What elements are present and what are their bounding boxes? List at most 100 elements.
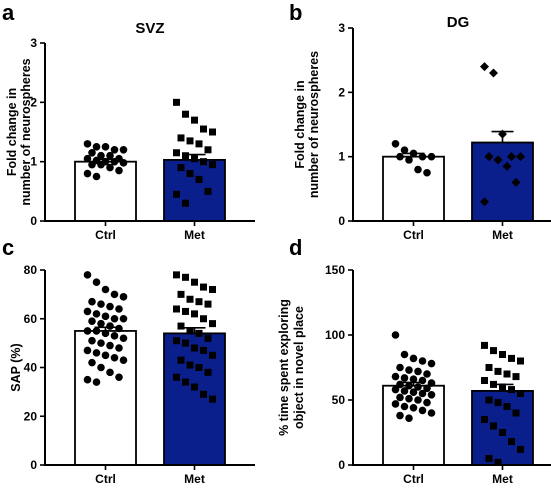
data-point-ctrl: [97, 300, 105, 308]
data-point-met: [204, 146, 212, 154]
data-point-ctrl: [400, 350, 409, 359]
data-point-ctrl: [106, 163, 114, 172]
data-point-met: [517, 357, 524, 365]
data-point-met: [516, 152, 525, 162]
data-point-met: [177, 164, 185, 172]
data-point-met: [204, 368, 212, 376]
data-point-met: [485, 364, 493, 371]
data-point-met: [480, 62, 489, 72]
data-point-ctrl: [110, 332, 119, 340]
data-point-met: [191, 155, 198, 163]
data-point-met: [507, 152, 516, 162]
data-point-ctrl: [396, 393, 404, 402]
data-point-ctrl: [119, 314, 128, 323]
data-point-ctrl: [423, 384, 431, 393]
data-point-ctrl: [88, 336, 96, 345]
data-point-met: [200, 283, 207, 291]
data-point-met: [182, 273, 189, 281]
data-point-ctrl: [97, 160, 105, 169]
data-point-ctrl: [97, 319, 105, 328]
data-point-met: [490, 422, 497, 430]
data-point-ctrl: [400, 374, 409, 382]
data-point-ctrl: [110, 146, 119, 154]
data-point-ctrl: [409, 149, 418, 158]
data-point-met: [177, 322, 185, 330]
data-point-ctrl: [119, 334, 128, 343]
data-point-ctrl: [101, 285, 110, 294]
data-point-met: [182, 307, 189, 315]
data-point-ctrl: [427, 391, 436, 399]
data-point-ctrl: [88, 148, 96, 157]
data-point-ctrl: [119, 146, 128, 154]
data-point-met: [182, 199, 189, 207]
y-tick-label: 100: [325, 328, 345, 342]
data-point-met: [209, 128, 216, 136]
data-point-met: [173, 98, 180, 106]
bar-met: [471, 141, 534, 222]
y-tick-label: 40: [24, 361, 38, 375]
data-point-ctrl: [97, 339, 105, 347]
data-point-met: [177, 356, 185, 364]
data-point-ctrl: [405, 366, 413, 374]
data-point-ctrl: [92, 378, 101, 386]
data-point-ctrl: [409, 375, 418, 384]
panel-title: DG: [447, 14, 470, 31]
data-point-ctrl: [409, 404, 418, 412]
y-tick-label: 80: [24, 263, 38, 277]
data-point-ctrl: [97, 363, 105, 372]
panel-a: a Ctrl Met 0 1 2 3 SVZ Fold change in number of n…: [2, 0, 255, 242]
data-point-met: [204, 334, 212, 342]
data-point-met: [191, 383, 198, 391]
data-point-met: [485, 396, 493, 404]
data-point-met: [481, 416, 488, 423]
data-point-met: [195, 329, 203, 337]
bar-met: [471, 389, 534, 466]
data-point-ctrl: [119, 159, 128, 167]
y-tick-label: 3: [30, 36, 37, 50]
data-point-met: [517, 390, 524, 397]
data-point-met: [209, 161, 216, 169]
y-tick-label: 2: [30, 95, 37, 109]
data-point-ctrl: [106, 322, 114, 330]
data-point-ctrl: [427, 152, 436, 161]
data-point-met: [182, 339, 189, 347]
data-point-ctrl: [83, 375, 92, 384]
data-point-ctrl: [400, 387, 409, 395]
data-point-ctrl: [427, 379, 436, 387]
data-point-ctrl: [106, 368, 114, 377]
category-label: Met: [492, 472, 513, 486]
data-point-ctrl: [427, 409, 436, 417]
data-point-ctrl: [391, 372, 400, 381]
data-point-met: [186, 137, 194, 145]
y-tick-label: 150: [325, 263, 345, 277]
data-point-ctrl: [409, 354, 418, 363]
panel-b: b Ctrl Met 0 1 2 3 DG Fold change in number of ne…: [289, 0, 551, 242]
data-point-met: [182, 378, 189, 386]
data-point-met: [195, 140, 203, 148]
data-point-ctrl: [83, 271, 92, 279]
data-point-met: [173, 271, 180, 279]
data-point-met: [200, 125, 207, 133]
category-label: Met: [184, 228, 205, 242]
data-point-ctrl: [110, 314, 119, 323]
data-point-met: [209, 320, 216, 328]
panel-title: SVZ: [135, 20, 164, 37]
data-point-met: [191, 344, 198, 352]
y-axis-title: Fold change in: [293, 80, 307, 168]
panel-letter: b: [289, 0, 302, 25]
y-tick-label: 50: [332, 393, 346, 407]
data-point-met: [494, 367, 502, 375]
category-label: Ctrl: [95, 472, 116, 486]
data-point-met: [490, 347, 497, 355]
data-point-met: [494, 458, 502, 466]
category-label: Ctrl: [403, 472, 424, 486]
panel-letter: a: [2, 0, 15, 25]
data-point-ctrl: [92, 172, 101, 181]
data-point-ctrl: [423, 168, 431, 177]
data-point-met: [173, 305, 180, 313]
y-axis-title: SAP (%): [9, 343, 23, 391]
data-point-ctrl: [83, 307, 92, 316]
data-point-ctrl: [418, 406, 427, 415]
data-point-ctrl: [83, 327, 92, 335]
data-point-met: [499, 383, 506, 391]
